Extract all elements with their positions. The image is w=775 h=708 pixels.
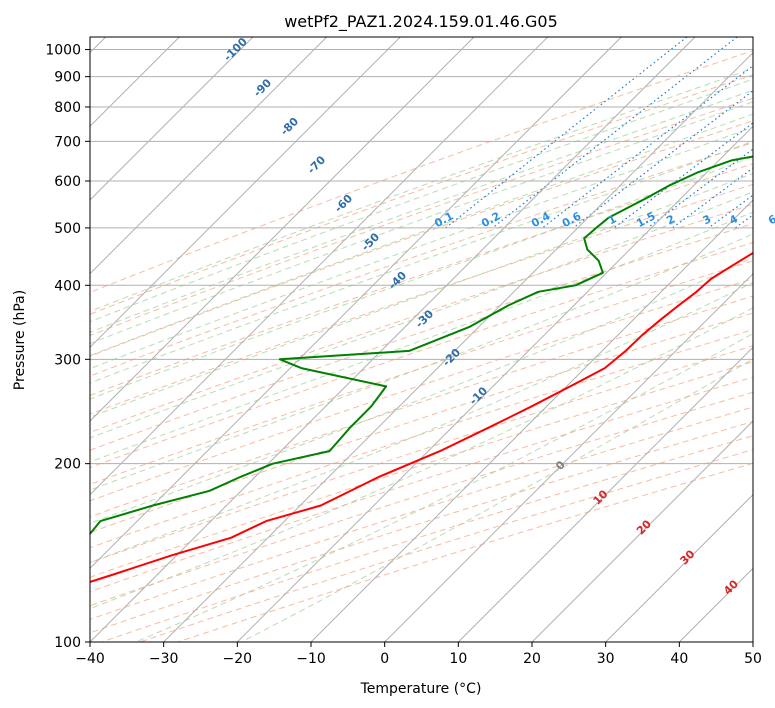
- x-tick-label: −40: [75, 651, 105, 667]
- moist-adiabat-line: [90, 172, 753, 418]
- y-tick-label: 700: [54, 134, 81, 150]
- x-tick-label: 20: [523, 651, 541, 667]
- isotherm-line: [531, 420, 753, 642]
- moist-adiabat-line: [90, 67, 753, 313]
- mixing-ratio-line: [445, 37, 688, 229]
- isotherm-line: [384, 272, 753, 642]
- mixing-ratio-line: [492, 37, 738, 229]
- x-tick-label: 0: [380, 651, 389, 667]
- isotherm-line: [605, 493, 753, 642]
- dry-adiabat-line: [90, 223, 753, 451]
- isobar-gridlines: [90, 49, 753, 642]
- dry-adiabat-line: [90, 50, 753, 293]
- dewpoint-line: [90, 155, 753, 536]
- moist-adiabat-line: [90, 233, 753, 491]
- mixing-ratio-line: [672, 167, 753, 229]
- moist-adiabat-line: [90, 257, 753, 524]
- y-tick-label: 400: [54, 278, 81, 294]
- y-axis-label: Pressure (hPa): [12, 290, 28, 390]
- mixing-ratio-label: 6: [766, 212, 775, 227]
- y-tick-label: 1000: [45, 43, 81, 59]
- dry-adiabat-line: [90, 312, 753, 534]
- moist-adiabat-line: [90, 113, 753, 357]
- moist-adiabat-line: [90, 78, 753, 323]
- dry-adiabat-line: [90, 142, 753, 377]
- y-tick-label: 300: [54, 352, 81, 368]
- isotherm-line: [90, 37, 254, 201]
- dry-adiabat-line: [90, 361, 753, 578]
- isotherm-line: [163, 51, 753, 642]
- sounding-profiles: [90, 155, 753, 583]
- mixing-ratio-line: [647, 148, 753, 229]
- x-axis-label: Temperature (°C): [360, 681, 482, 697]
- y-tick-label: 600: [54, 174, 81, 190]
- plot-area: [90, 37, 753, 642]
- x-tick-label: −20: [223, 651, 253, 667]
- dry-adiabat-line: [90, 329, 753, 549]
- isotherm-line: [457, 346, 753, 642]
- moist-adiabat-line: [90, 281, 753, 564]
- mixing-ratio-line: [572, 89, 753, 229]
- y-tick-label: 100: [54, 635, 81, 651]
- dry-adiabat-line: [90, 391, 753, 607]
- isotherm-line: [90, 37, 549, 496]
- isotherm-line: [310, 199, 753, 642]
- moist-adiabat-line: [90, 126, 753, 370]
- axes: −40 −30 −20 −10 0 10 20 30 40 50 100 200 300 400 500 60…: [45, 43, 762, 667]
- isotherm-line: [90, 37, 328, 275]
- chart-title: wetPf2_PAZ1.2024.159.01.46.G05: [284, 12, 558, 32]
- dry-adiabats: [90, 50, 753, 642]
- dry-adiabat-line: [90, 74, 753, 315]
- x-tick-label: 10: [449, 651, 467, 667]
- x-tick-label: −10: [296, 651, 326, 667]
- skewed-isotherms: [90, 37, 753, 642]
- x-tick-label: −30: [149, 651, 179, 667]
- mixing-ratio-lines: [445, 37, 753, 229]
- isotherm-line: [90, 37, 696, 642]
- plot-frame: [89, 36, 754, 643]
- y-tick-label: 500: [54, 221, 81, 237]
- temperature-line: [90, 251, 753, 583]
- dry-adiabat-line: [90, 97, 753, 337]
- y-tick-label: 800: [54, 100, 81, 116]
- isotherm-line: [90, 37, 622, 570]
- isotherm-line: [236, 125, 753, 642]
- y-tick-label: 900: [54, 70, 81, 86]
- moist-adiabat-line: [90, 89, 753, 333]
- y-tick-label: 200: [54, 457, 81, 473]
- isotherm-line: [90, 37, 401, 349]
- x-tick-label: 50: [744, 651, 762, 667]
- x-tick-label: 40: [670, 651, 688, 667]
- moist-adiabat-line: [90, 211, 753, 463]
- x-tick-label: 30: [597, 651, 615, 667]
- dry-adiabat-line: [90, 163, 753, 396]
- isotherm-line: [90, 37, 475, 422]
- dry-adiabat-line: [90, 278, 753, 502]
- dry-adiabat-line: [90, 183, 753, 415]
